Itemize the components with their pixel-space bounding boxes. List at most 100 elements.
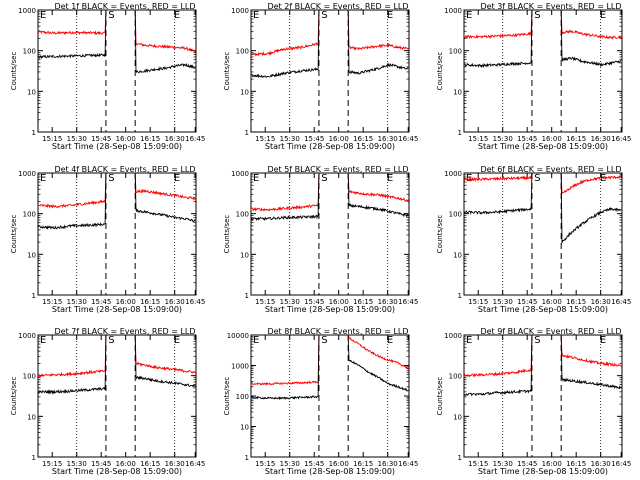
chart-title: Det 6f BLACK = Events, RED = LLD (480, 165, 621, 174)
y-tick-label: 10 (240, 88, 249, 96)
series-events (37, 335, 196, 395)
x-tick-label: 15:45 (91, 135, 111, 143)
x-tick-label: 16:15 (353, 460, 373, 468)
x-tick-label: 16:30 (591, 460, 611, 468)
marker-s: S (321, 335, 327, 346)
chart-panel-4: Det 4f BLACK = Events, RED = LLD 1 10 100 10… (10, 165, 205, 314)
y-tick-label: 100 (236, 393, 249, 401)
x-tick-label: 15:15 (255, 460, 275, 468)
x-tick-label: 16:15 (353, 298, 373, 306)
y-axis-label: Counts/sec (223, 377, 231, 416)
plot-frame (463, 9, 623, 133)
marker-e-right: E (600, 173, 606, 184)
plot-frame (37, 172, 197, 296)
x-axis-label: Start Time (28-Sep-08 15:09:00) (52, 467, 182, 476)
y-axis-label: Counts/sec (436, 215, 444, 254)
x-axis-label: Start Time (28-Sep-08 15:09:00) (478, 467, 608, 476)
y-tick-label: 1 (245, 129, 249, 137)
series-events (463, 10, 622, 69)
y-tick-label: 1000 (18, 170, 36, 178)
marker-e-left: E (40, 335, 46, 346)
x-axis-label: Start Time (28-Sep-08 15:09:00) (265, 305, 395, 314)
chart-title: Det 7f BLACK = Events, RED = LLD (54, 327, 195, 336)
x-tick-label: 15:30 (67, 460, 87, 468)
series-events (463, 173, 622, 244)
marker-e-left: E (466, 10, 472, 21)
y-tick-label: 10000 (227, 332, 249, 340)
chart-title: Det 1f BLACK = Events, RED = LLD (54, 2, 195, 11)
x-tick-label: 16:15 (140, 298, 160, 306)
x-tick-label: 16:15 (566, 298, 586, 306)
chart-panel-3: Det 3f BLACK = Events, RED = LLD 1 10 100 10… (436, 2, 631, 151)
marker-e-right: E (174, 335, 180, 346)
series-lld (37, 10, 196, 54)
y-tick-label: 10 (240, 424, 249, 432)
x-tick-label: 16:00 (542, 298, 562, 306)
series-lld (250, 173, 409, 212)
x-tick-label: 15:45 (517, 460, 537, 468)
marker-e-right: E (600, 10, 606, 21)
chart-title: Det 9f BLACK = Events, RED = LLD (480, 327, 621, 336)
chart-title: Det 2f BLACK = Events, RED = LLD (267, 2, 408, 11)
x-tick-label: 16:00 (116, 298, 136, 306)
x-tick-label: 15:15 (468, 460, 488, 468)
plot-frame (250, 9, 410, 133)
x-tick-label: 15:15 (255, 135, 275, 143)
y-tick-label: 1 (458, 454, 462, 462)
x-tick-label: 16:45 (185, 298, 205, 306)
x-tick-label: 16:30 (378, 298, 398, 306)
chart-panel-6: Det 6f BLACK = Events, RED = LLD 1 10 100 10… (436, 165, 631, 314)
x-tick-label: 15:45 (304, 298, 324, 306)
series-lld (463, 10, 622, 40)
y-axis-label: Counts/sec (223, 52, 231, 91)
x-axis-label: Start Time (28-Sep-08 15:09:00) (478, 142, 608, 151)
marker-s: S (108, 10, 114, 21)
marker-s: S (534, 335, 540, 346)
marker-s: S (534, 173, 540, 184)
x-tick-label: 15:45 (304, 460, 324, 468)
x-tick-label: 16:30 (378, 460, 398, 468)
x-tick-label: 15:15 (255, 298, 275, 306)
y-tick-label: 10 (453, 88, 462, 96)
y-tick-label: 1 (32, 292, 36, 300)
series-lld (463, 173, 622, 195)
series-lld (37, 173, 196, 209)
x-tick-label: 16:15 (140, 460, 160, 468)
series-lld (250, 335, 409, 386)
x-tick-label: 15:15 (42, 135, 62, 143)
chart-panel-9: Det 9f BLACK = Events, RED = LLD 1 10 100 10… (436, 327, 631, 476)
y-tick-label: 1 (32, 454, 36, 462)
y-tick-label: 100 (23, 211, 36, 219)
y-axis-label: Counts/sec (223, 215, 231, 254)
marker-e-left: E (40, 173, 46, 184)
chart-panel-1: Det 1f BLACK = Events, RED = LLD 1 10 100 10… (10, 2, 205, 151)
marker-e-right: E (387, 10, 393, 21)
x-tick-label: 15:30 (280, 135, 300, 143)
y-axis-label: Counts/sec (10, 215, 18, 254)
y-tick-label: 1000 (18, 7, 36, 15)
y-tick-label: 1000 (18, 332, 36, 340)
x-axis-label: Start Time (28-Sep-08 15:09:00) (265, 467, 395, 476)
marker-e-left: E (253, 335, 259, 346)
x-tick-label: 15:30 (67, 135, 87, 143)
marker-e-right: E (387, 173, 393, 184)
y-tick-label: 10 (453, 251, 462, 259)
marker-e-left: E (253, 10, 259, 21)
plot-frame (250, 172, 410, 296)
marker-s: S (321, 10, 327, 21)
series-events (250, 173, 409, 222)
series-events (250, 335, 409, 401)
x-tick-label: 15:30 (493, 460, 513, 468)
x-tick-label: 16:45 (398, 298, 418, 306)
y-tick-label: 1 (458, 292, 462, 300)
y-tick-label: 100 (236, 48, 249, 56)
y-axis-label: Counts/sec (10, 52, 18, 91)
x-axis-label: Start Time (28-Sep-08 15:09:00) (52, 305, 182, 314)
x-tick-label: 16:00 (116, 460, 136, 468)
y-tick-label: 1000 (444, 332, 462, 340)
chart-panel-5: Det 5f BLACK = Events, RED = LLD 1 10 100 10… (223, 165, 418, 314)
marker-e-right: E (174, 10, 180, 21)
series-events (463, 335, 622, 397)
x-axis-label: Start Time (28-Sep-08 15:09:00) (478, 305, 608, 314)
x-tick-label: 16:00 (329, 298, 349, 306)
